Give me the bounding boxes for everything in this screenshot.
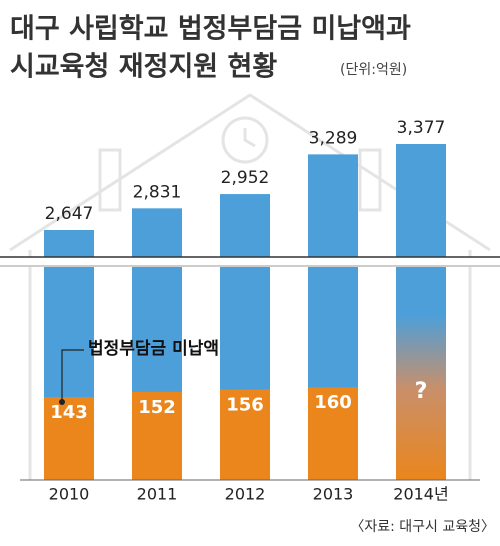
value-label: 2,831 [133, 182, 182, 202]
annotation-dot [59, 399, 65, 405]
bar-segment [220, 389, 270, 480]
value-label: 3,377 [397, 118, 446, 138]
value-label: 143 [50, 402, 88, 423]
source: 〈자료: 대구시 교육청〉 [350, 519, 495, 535]
value-label: 156 [226, 395, 264, 416]
value-label: 160 [314, 392, 352, 413]
x-tick-label: 2013 [313, 485, 354, 504]
x-tick-label: 2012 [225, 485, 266, 504]
x-tick-label: 2010 [49, 485, 90, 504]
value-label: 152 [138, 397, 176, 418]
chart-title: 대구 사립학교 법정부담금 미납액과 [10, 14, 411, 45]
bar-segment [44, 397, 94, 480]
value-label: 2,952 [221, 168, 270, 188]
chart-title: 시교육청 재정지원 현황 [10, 52, 277, 83]
value-label: ? [415, 379, 428, 404]
annotation-leader [61, 349, 84, 402]
axis-break [0, 257, 500, 267]
annotation: 법정부담금 미납액 [88, 339, 219, 359]
x-tick-label: 2011 [137, 485, 178, 504]
bar-segment [308, 387, 358, 480]
value-label: 2,647 [45, 204, 94, 224]
unit-label: (단위:억원) [340, 62, 407, 78]
x-tick-label: 2014년 [393, 485, 448, 504]
bar-segment [132, 391, 182, 480]
value-label: 3,289 [309, 128, 358, 148]
unknown-segment [396, 315, 446, 480]
